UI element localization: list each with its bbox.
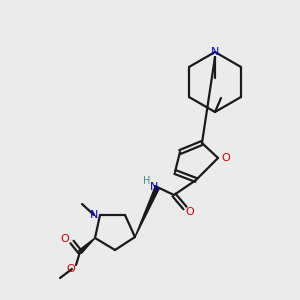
Polygon shape [79, 238, 95, 254]
Text: O: O [186, 207, 194, 217]
Text: O: O [222, 153, 230, 163]
Text: O: O [61, 234, 69, 244]
Text: N: N [211, 47, 219, 57]
Text: N: N [150, 182, 158, 192]
Polygon shape [135, 187, 159, 237]
Text: N: N [90, 210, 98, 220]
Text: H: H [143, 176, 151, 186]
Text: O: O [67, 264, 75, 274]
